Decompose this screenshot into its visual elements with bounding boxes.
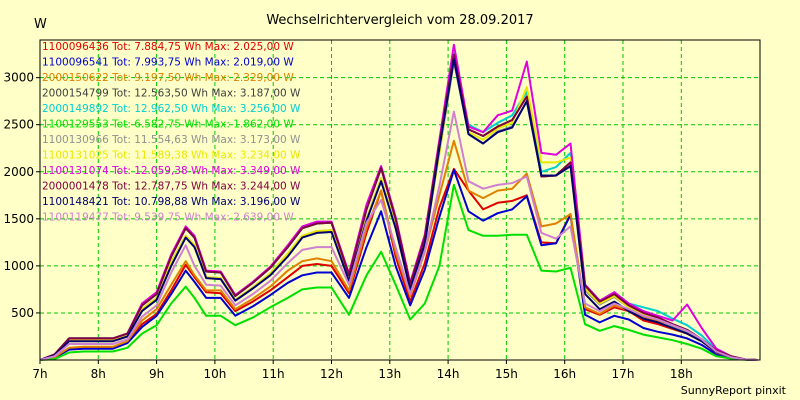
x-axis-ticks: 7h 8h 9h 10h 11h 12h 13h 14h 15h 16h 17h 18h xyxy=(32,360,693,381)
series-line-1100096436 xyxy=(39,167,758,361)
y-tick-label: 2500 xyxy=(3,118,34,132)
legend-id: 1100096541 xyxy=(42,57,109,69)
series-line-1100129553 xyxy=(39,183,758,361)
y-tick-label: 1000 xyxy=(3,259,34,273)
legend-id: 2000149892 xyxy=(42,103,109,115)
series-line-1100096541 xyxy=(39,169,758,361)
legend-entry: 1100096436 Tot: 7.884,75 Wh Max: 2.025,0… xyxy=(42,41,294,53)
legend-stats: Tot: 9.197,50 Wh Max: 2.329,00 W xyxy=(109,72,295,84)
legend: 1100096436 Tot: 7.884,75 Wh Max: 2.025,0… xyxy=(42,41,301,224)
y-tick-label: 3000 xyxy=(3,71,34,85)
legend-stats: Tot: 10.798,88 Wh Max: 3.196,00 W xyxy=(109,196,301,208)
y-axis-unit: W xyxy=(34,17,47,32)
legend-id: 1100130966 xyxy=(42,134,109,146)
legend-stats: Tot: 12.563,50 Wh Max: 3.187,00 W xyxy=(109,88,301,100)
series-line-1100148421 xyxy=(39,58,758,361)
legend-id: 1100131025 xyxy=(42,150,109,162)
x-tick-label: 7h xyxy=(32,367,47,381)
footer-credit: SunnyReport pinxit xyxy=(681,384,787,397)
legend-entry: 1100148421 Tot: 10.798,88 Wh Max: 3.196,… xyxy=(42,196,301,208)
legend-entry: 1100129553 Tot: 6.582,75 Wh Max: 1.862,0… xyxy=(42,119,294,131)
legend-stats: Tot: 7.884,75 Wh Max: 2.025,00 W xyxy=(109,41,295,53)
legend-id: 1100129553 xyxy=(42,119,109,131)
series-line-1100119477 xyxy=(39,110,758,361)
legend-id: 2000154799 xyxy=(42,88,109,100)
legend-id: 1100119477 xyxy=(42,212,109,224)
legend-stats: Tot: 12.962,50 Wh Max: 3.256,00 W xyxy=(109,103,301,115)
x-tick-label: 11h xyxy=(262,367,285,381)
legend-id: 2000001478 xyxy=(42,181,109,193)
x-tick-label: 12h xyxy=(320,367,343,381)
legend-entry: 1100096541 Tot: 7.993,75 Wh Max: 2.019,0… xyxy=(42,57,294,69)
legend-stats: Tot: 11.589,38 Wh Max: 3.234,00 W xyxy=(109,150,301,162)
x-tick-label: 18h xyxy=(670,367,693,381)
series-line-2000001478 xyxy=(39,53,758,361)
legend-id: 1100148421 xyxy=(42,196,109,208)
legend-id: 2000150622 xyxy=(42,72,109,84)
x-tick-label: 14h xyxy=(437,367,460,381)
x-tick-label: 16h xyxy=(553,367,576,381)
plot-frame xyxy=(39,39,761,361)
legend-entry: 1100119477 Tot: 9.539,75 Wh Max: 2.639,0… xyxy=(42,212,294,224)
y-tick-label: 1500 xyxy=(3,212,34,226)
legend-stats: Tot: 11.554,63 Wh Max: 3.173,00 W xyxy=(109,134,301,146)
x-tick-label: 17h xyxy=(612,367,635,381)
legend-stats: Tot: 7.993,75 Wh Max: 2.019,00 W xyxy=(109,57,295,69)
legend-entry: 1100131074 Tot: 12.059,38 Wh Max: 3.349,… xyxy=(42,165,301,177)
y-axis-ticks: 500 1000 1500 2000 2500 3000 xyxy=(3,71,40,320)
series-lines xyxy=(39,43,758,361)
legend-stats: Tot: 12.787,75 Wh Max: 3.244,00 W xyxy=(109,181,301,193)
x-tick-label: 15h xyxy=(495,367,518,381)
x-tick-label: 8h xyxy=(91,367,106,381)
x-tick-label: 9h xyxy=(149,367,164,381)
chart-title: Wechselrichtervergleich vom 28.09.2017 xyxy=(266,13,533,28)
legend-stats: Tot: 6.582,75 Wh Max: 1.862,00 W xyxy=(109,119,295,131)
legend-id: 1100131074 xyxy=(42,165,109,177)
x-tick-label: 10h xyxy=(203,367,226,381)
legend-entry: 2000150622 Tot: 9.197,50 Wh Max: 2.329,0… xyxy=(42,72,294,84)
legend-entry: 1100131025 Tot: 11.589,38 Wh Max: 3.234,… xyxy=(42,150,301,162)
legend-id: 1100096436 xyxy=(42,41,109,53)
y-tick-label: 2000 xyxy=(3,165,34,179)
y-tick-label: 500 xyxy=(11,306,34,320)
legend-entry: 2000154799 Tot: 12.563,50 Wh Max: 3.187,… xyxy=(42,88,301,100)
legend-stats: Tot: 12.059,38 Wh Max: 3.349,00 W xyxy=(109,165,301,177)
x-tick-label: 13h xyxy=(378,367,401,381)
legend-stats: Tot: 9.539,75 Wh Max: 2.639,00 W xyxy=(109,212,295,224)
legend-entry: 1100130966 Tot: 11.554,63 Wh Max: 3.173,… xyxy=(42,134,301,146)
legend-entry: 2000149892 Tot: 12.962,50 Wh Max: 3.256,… xyxy=(42,103,301,115)
legend-entry: 2000001478 Tot: 12.787,75 Wh Max: 3.244,… xyxy=(42,181,301,193)
